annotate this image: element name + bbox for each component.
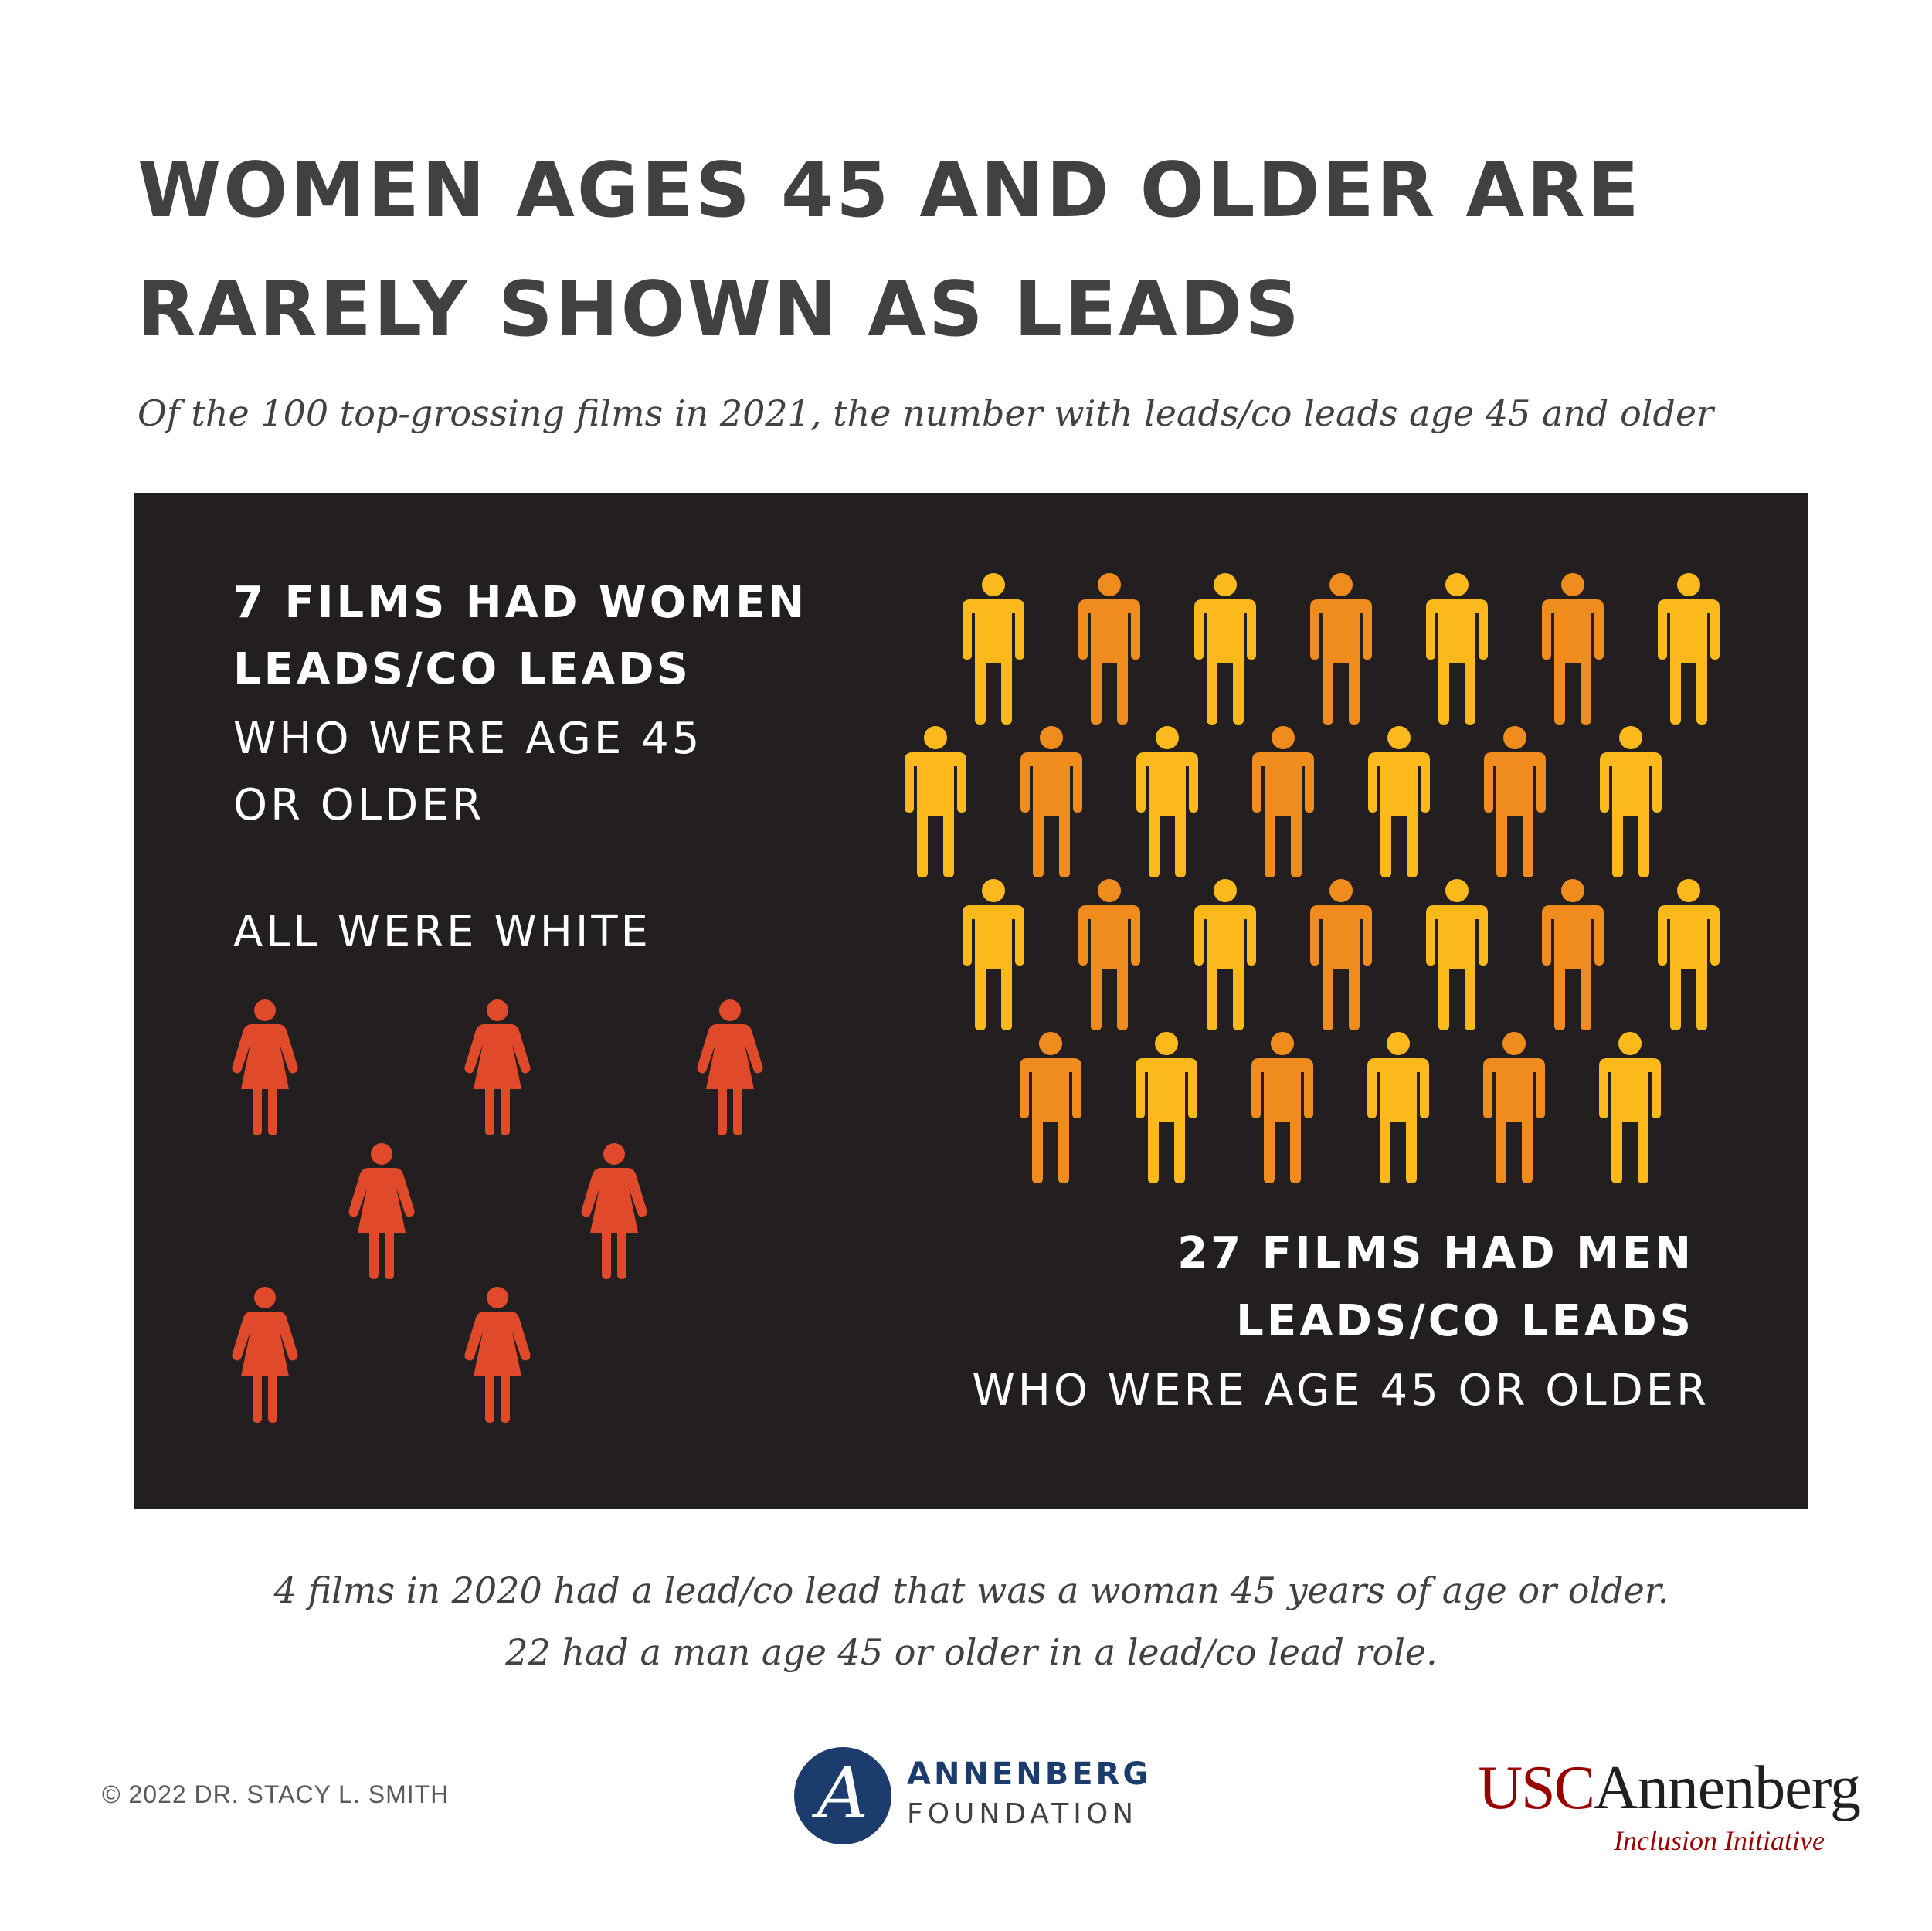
infographic-panel: 7 FILMS HAD WOMEN LEADS/CO LEADS WHO WER… [134,493,1808,1509]
man-figure-icon [1542,879,1604,1034]
women-stat-line-1: 7 FILMS HAD WOMEN [233,578,808,628]
women-stat-line-4: OR OLDER [233,780,485,830]
man-figure-icon [1368,726,1430,881]
man-figure-icon [1310,573,1372,728]
man-figure-icon [1426,573,1488,728]
man-figure-icon [1599,1032,1661,1187]
men-stat-line-3: WHO WERE AGE 45 OR OLDER [972,1366,1710,1416]
man-figure-icon [1600,726,1662,881]
page-title: WOMEN AGES 45 AND OLDER ARE RARELY SHOWN… [138,131,1876,369]
annenberg-foundation-emblem-icon: A [794,1747,891,1844]
man-figure-icon [1136,1032,1197,1187]
women-race-note: ALL WERE WHITE [233,907,651,957]
man-figure-icon [1020,726,1082,881]
man-figure-icon [963,573,1024,728]
man-figure-icon [1136,726,1198,881]
man-figure-icon [1078,879,1140,1034]
woman-figure-icon [232,999,298,1139]
man-figure-icon [1426,879,1488,1034]
men-stat-line-1: 27 FILMS HAD MEN [1177,1228,1694,1278]
footnote-line-1: 4 films in 2020 had a lead/co lead that … [273,1570,1669,1611]
woman-figure-icon [697,999,763,1139]
woman-figure-icon [464,1287,531,1427]
man-figure-icon [1251,1032,1313,1187]
subtitle: Of the 100 top-grossing films in 2021, t… [138,392,1714,434]
usc-annenberg-logo: USCAnnenberg Inclusion Initiative [1458,1753,1861,1861]
man-figure-icon [1542,573,1604,728]
man-figure-icon [1483,1032,1545,1187]
women-stat-line-2: LEADS/CO LEADS [233,644,691,694]
man-figure-icon [1252,726,1314,881]
man-figure-icon [1310,879,1372,1034]
annenberg-foundation-letter: A [817,1752,869,1834]
page-title-line-2: RARELY SHOWN AS LEADS [138,266,1302,354]
man-figure-icon [1658,879,1720,1034]
man-figure-icon [1078,573,1140,728]
woman-figure-icon [232,1287,298,1427]
man-figure-icon [905,726,966,881]
annenberg-foundation-sub: FOUNDATION [907,1798,1139,1830]
annenberg-foundation-logo: A ANNENBERG FOUNDATION [794,1747,1149,1848]
man-figure-icon [1367,1032,1429,1187]
copyright: © 2022 DR. STACY L. SMITH [102,1780,450,1808]
usc-wordmark-part-2: Annenberg [1594,1754,1861,1822]
man-figure-icon [1194,879,1256,1034]
footnote-line-2: 22 had a man age 45 or older in a lead/c… [505,1631,1438,1673]
woman-figure-icon [581,1143,647,1283]
man-figure-icon [1484,726,1546,881]
page-title-line-1: WOMEN AGES 45 AND OLDER ARE [138,147,1642,235]
man-figure-icon [1020,1032,1081,1187]
usc-annenberg-wordmark: USCAnnenberg [1478,1753,1861,1823]
annenberg-foundation-name: ANNENBERG [907,1756,1152,1792]
woman-figure-icon [348,1143,415,1283]
woman-figure-icon [464,999,531,1139]
usc-wordmark-part-1: USC [1478,1754,1595,1822]
man-figure-icon [1194,573,1256,728]
men-stat-line-2: LEADS/CO LEADS [1236,1296,1694,1346]
man-figure-icon [1658,573,1720,728]
usc-inclusion-initiative: Inclusion Initiative [1614,1825,1825,1856]
man-figure-icon [963,879,1024,1034]
women-stat-line-3: WHO WERE AGE 45 [233,714,703,764]
